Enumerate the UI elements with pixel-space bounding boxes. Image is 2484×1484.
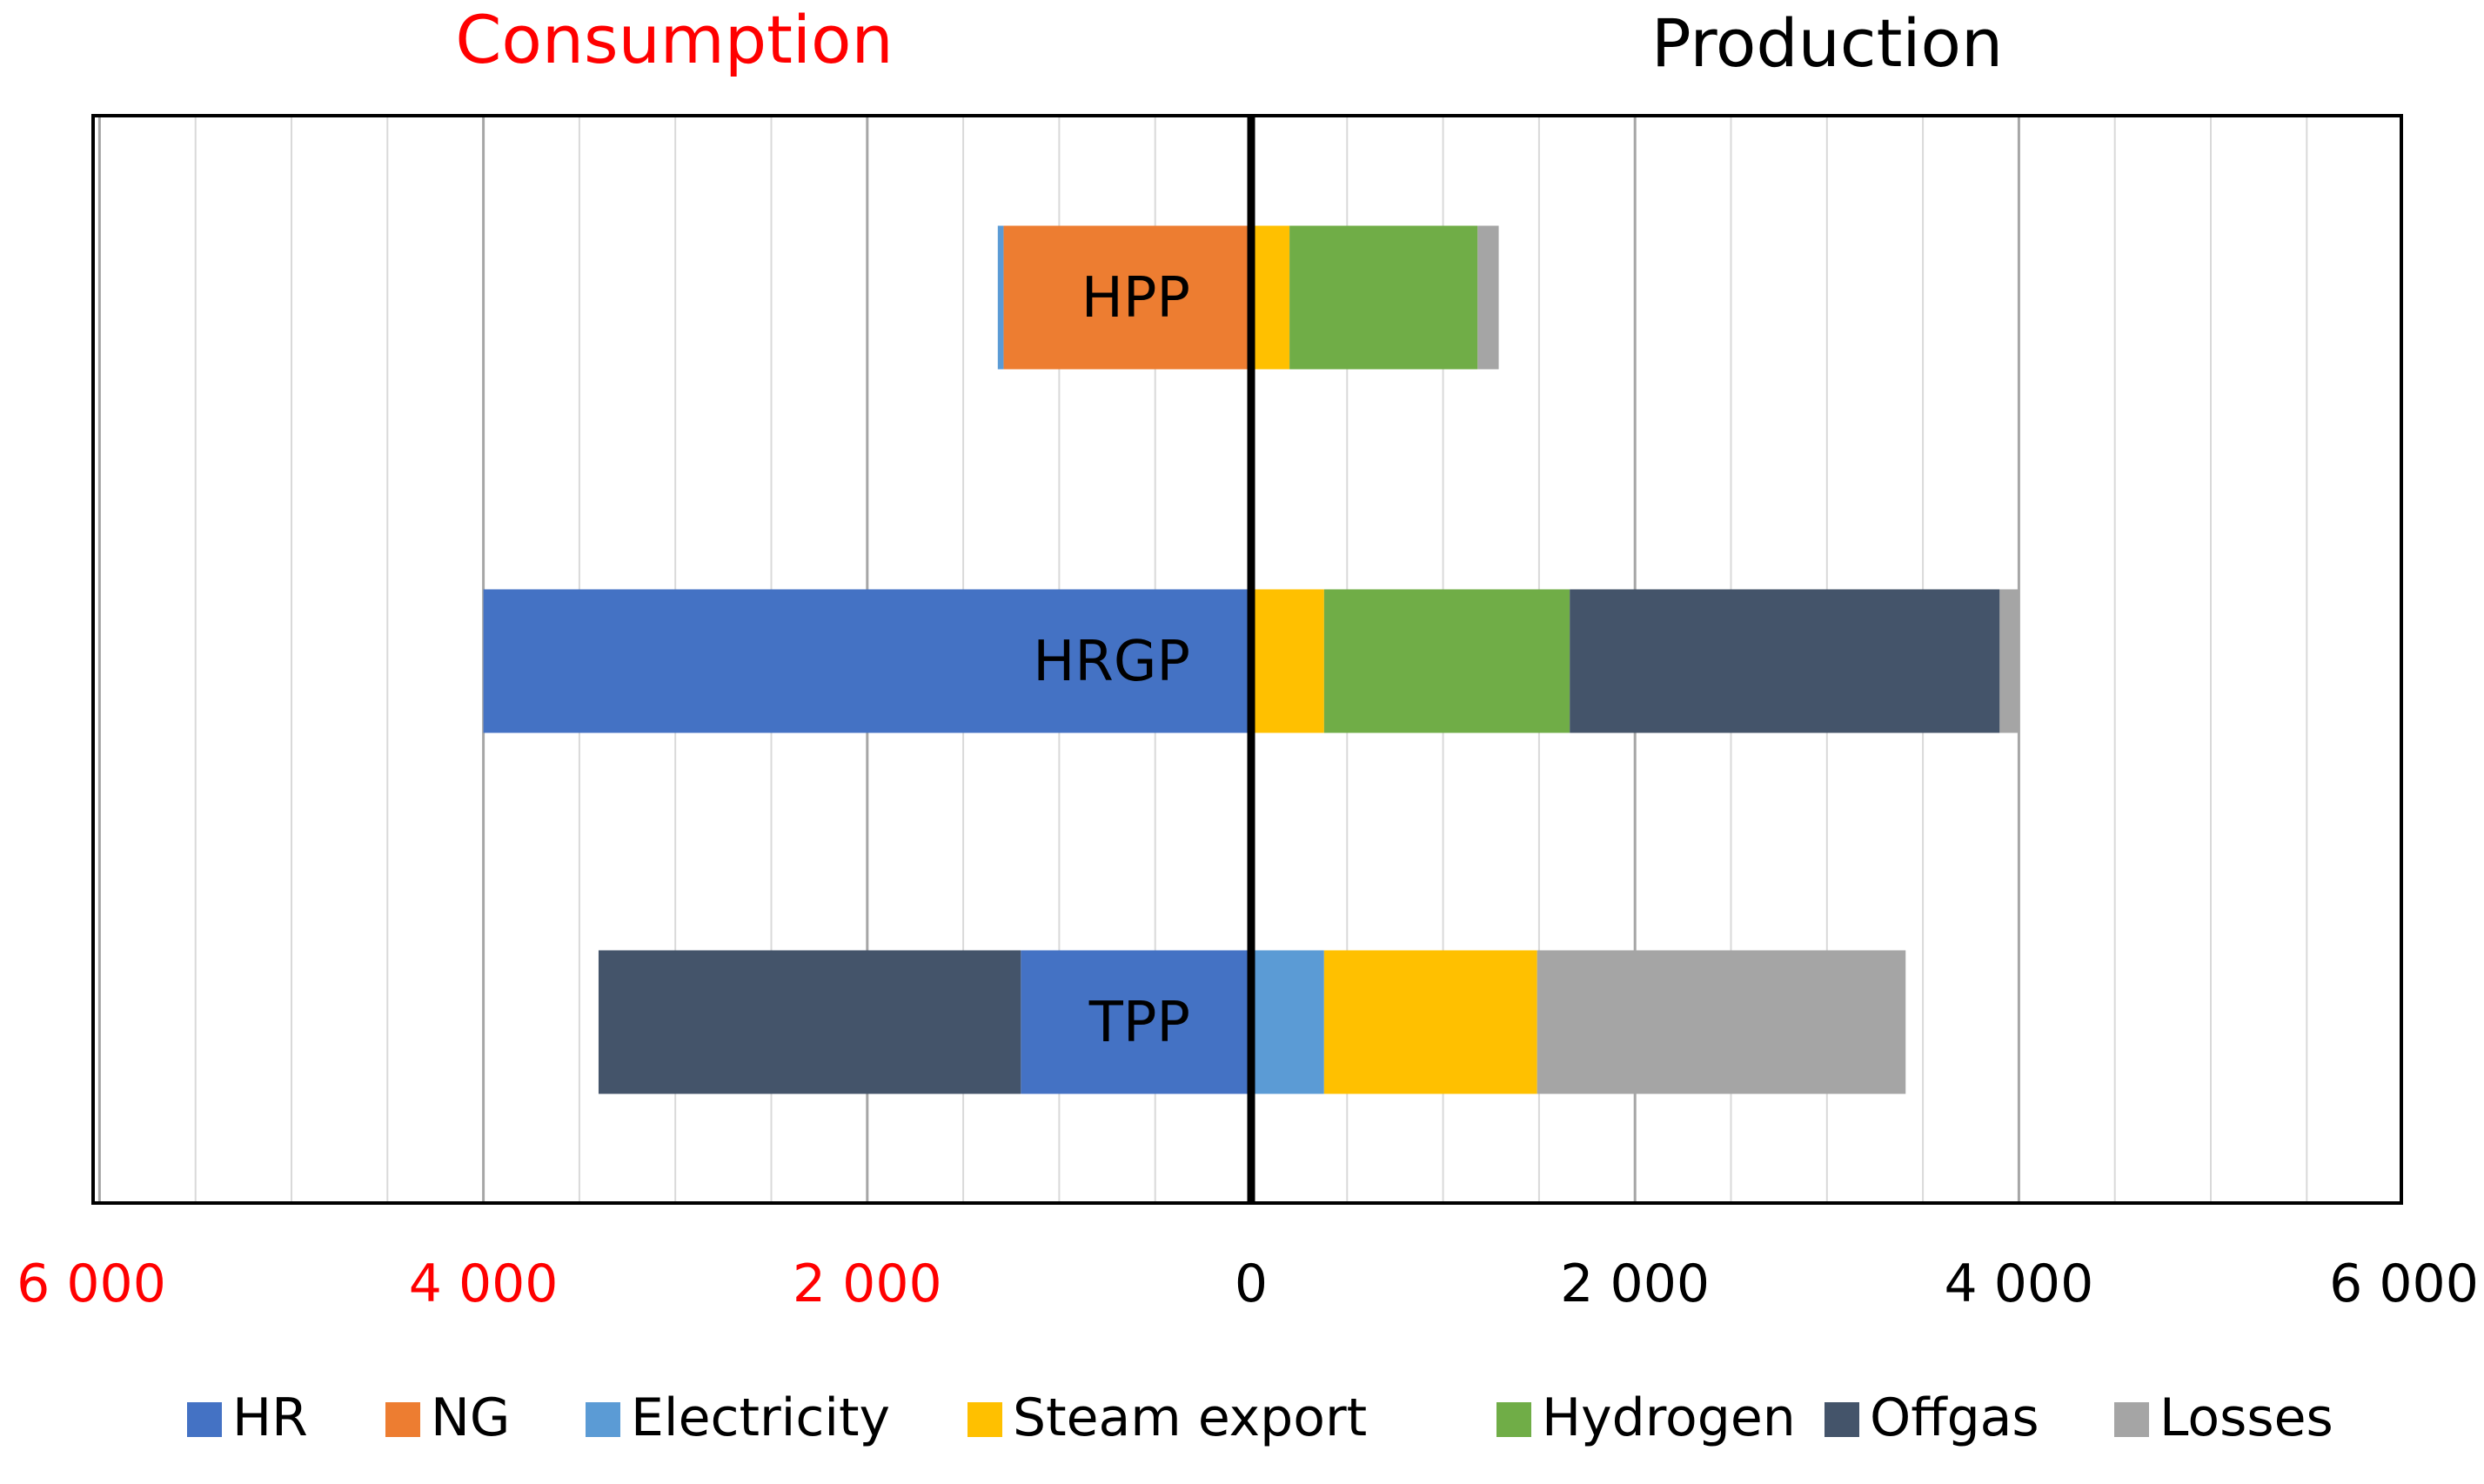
plot-frame	[91, 114, 2403, 1205]
bar-hrgp-production-offgas	[1570, 589, 2000, 733]
bar-hpp-consumption-electricity	[997, 225, 1004, 370]
production-header: Production	[1651, 4, 2003, 82]
category-label-tpp: TPP	[1088, 991, 1190, 1055]
bar-hpp-production-hydrogen	[1289, 225, 1478, 370]
legend-swatch-steam-export	[967, 1402, 1002, 1437]
x-tick-label: 2 000	[793, 1253, 942, 1314]
legend-swatch-electricity	[586, 1402, 620, 1437]
legend-label-hr: HR	[232, 1387, 308, 1448]
legend-label-steam-export: Steam export	[1013, 1387, 1367, 1448]
bar-tpp-production-steam-export	[1323, 950, 1537, 1094]
legend-swatch-offgas	[1825, 1402, 1859, 1437]
x-tick-label: 6 000	[2329, 1253, 2479, 1314]
legend-swatch-losses	[2114, 1402, 2149, 1437]
bar-tpp-consumption-offgas	[598, 950, 1021, 1094]
consumption-header: Consumption	[455, 1, 893, 78]
bar-hpp-production-steam-export	[1251, 225, 1290, 370]
bar-tpp-consumption-hr	[1021, 950, 1251, 1094]
legend-label-ng: NG	[431, 1387, 510, 1448]
bar-hpp-production-losses	[1477, 225, 1499, 370]
legend-label-hydrogen: Hydrogen	[1542, 1387, 1796, 1448]
x-tick-label: 0	[1235, 1253, 1268, 1314]
x-tick-label: 2 000	[1560, 1253, 1710, 1314]
legend-swatch-ng	[385, 1402, 420, 1437]
bar-hrgp-production-losses	[1999, 589, 2019, 733]
legend: HR NG Electricity Steam export Hydrogen Offga…	[187, 1387, 2333, 1448]
bars	[483, 225, 2019, 1094]
legend-swatch-hydrogen	[1496, 1402, 1531, 1437]
legend-label-losses: Losses	[2159, 1387, 2333, 1448]
x-tick-label: 4 000	[1945, 1253, 2094, 1314]
category-label-hpp: HPP	[1081, 266, 1190, 331]
bar-hrgp-production-hydrogen	[1323, 589, 1570, 733]
x-tick-label: 6 000	[17, 1253, 166, 1314]
legend-label-electricity: Electricity	[631, 1387, 890, 1448]
bar-tpp-production-losses	[1537, 950, 1906, 1094]
bar-hrgp-production-steam-export	[1251, 589, 1324, 733]
category-label-hrgp: HRGP	[1033, 630, 1190, 694]
bar-hrgp-consumption-hr	[483, 589, 1251, 733]
bar-tpp-production-electricity	[1251, 950, 1324, 1094]
x-axis-ticks: 6 000 4 000 2 000 0 2 000 4 000 6 000	[17, 1253, 2479, 1314]
category-labels: HPP HRGP TPP	[1033, 266, 1190, 1055]
legend-label-offgas: Offgas	[1870, 1387, 2039, 1448]
bar-hpp-consumption-ng	[1003, 225, 1251, 370]
x-tick-label: 4 000	[409, 1253, 559, 1314]
legend-swatch-hr	[187, 1402, 222, 1437]
